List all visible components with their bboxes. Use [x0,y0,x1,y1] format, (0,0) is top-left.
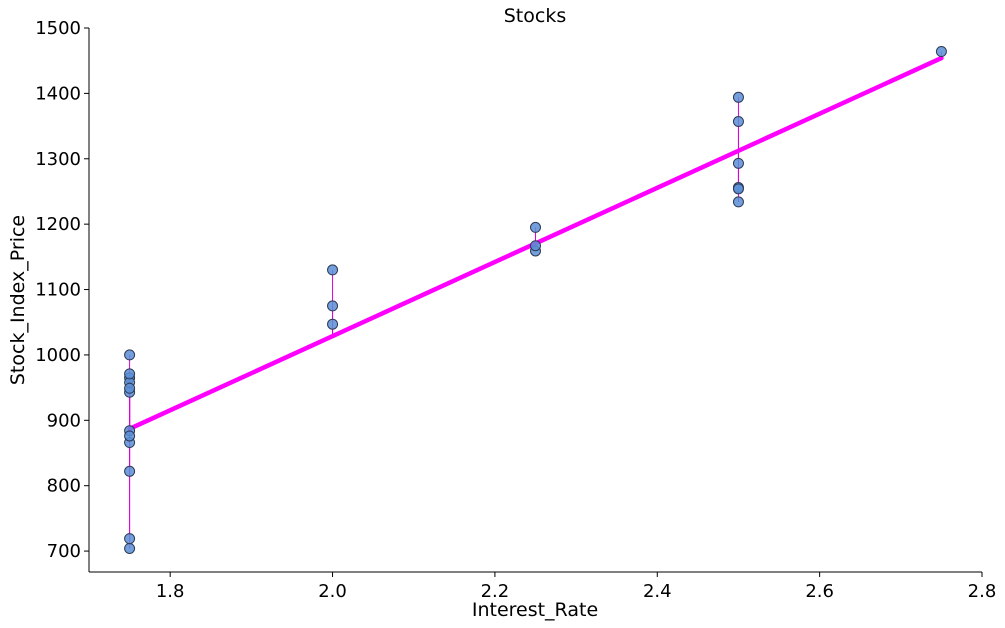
data-point [327,264,339,276]
data-point [124,368,136,380]
y-tick-label: 800 [47,476,81,497]
data-point [732,157,744,169]
x-tick-label: 2.8 [968,581,997,602]
x-tick-label: 1.8 [156,581,185,602]
chart-title: Stocks [504,5,566,27]
y-axis-title: Stock_Index_Price [7,215,29,385]
data-point [124,430,136,442]
y-tick-label: 1100 [35,280,81,301]
axes [88,28,982,573]
y-tick-label: 1400 [35,83,81,104]
data-point [530,221,541,233]
data-point [530,240,541,252]
data-point [732,183,744,195]
residual-lines [129,51,942,549]
data-point [124,465,136,477]
data-point [732,91,744,103]
data-point [732,196,744,208]
data-point [327,318,339,330]
y-tick-label: 1200 [35,214,81,235]
data-point [124,382,136,394]
x-tick-label: 2.6 [805,581,834,602]
y-tick-label: 1500 [35,18,81,39]
y-tick-label: 1300 [35,149,81,170]
data-point [124,349,136,361]
y-tick-label: 1000 [35,345,81,366]
data-point [327,300,339,312]
data-point [935,46,947,58]
x-ticks: 1.8 2.0 2.2 2.4 2.6 2.8 [156,572,996,602]
data-point [124,542,136,554]
x-tick-label: 2.0 [318,581,347,602]
x-tick-label: 2.2 [481,581,510,602]
x-tick-label: 2.4 [643,581,672,602]
y-tick-label: 900 [47,410,81,431]
data-points [124,46,947,554]
y-ticks: 700 800 900 1000 1100 1200 1300 1400 1500 [35,18,89,562]
y-tick-label: 700 [47,541,81,562]
data-point [732,116,744,127]
x-axis-title: Interest_Rate [472,599,598,621]
data-point [124,533,136,545]
